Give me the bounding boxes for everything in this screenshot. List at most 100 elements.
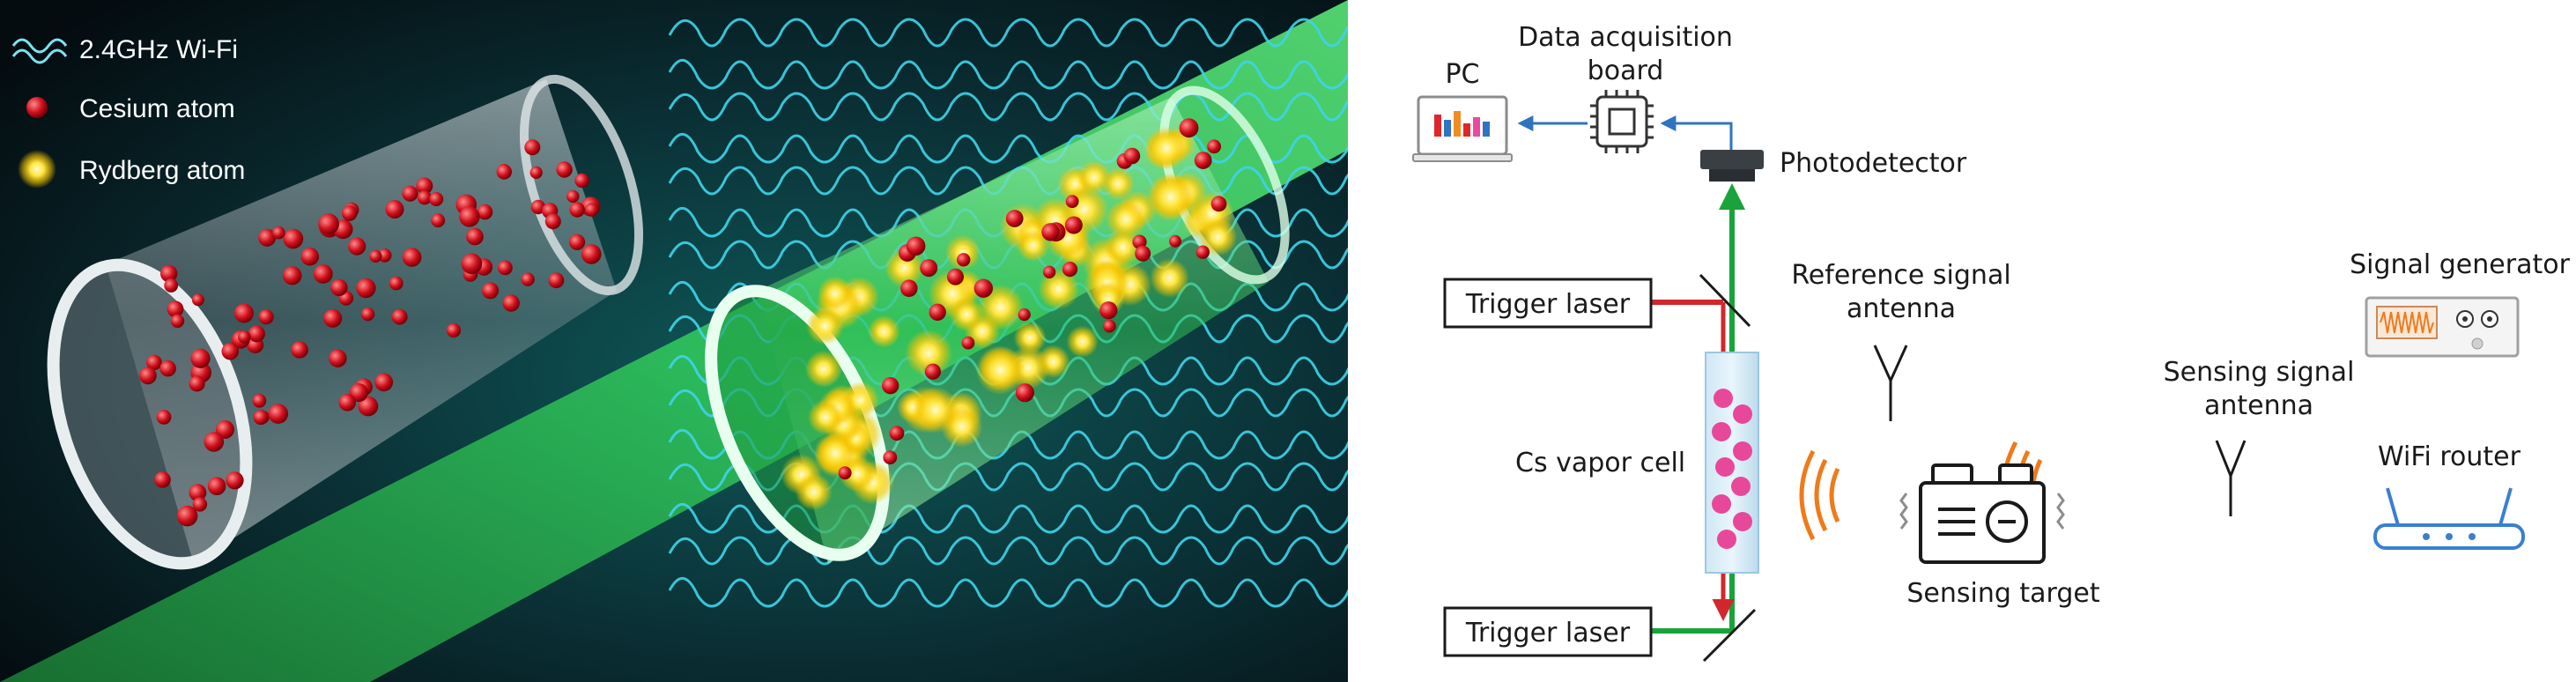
cesium-atom [569, 234, 586, 250]
wifi-router-icon [2373, 487, 2525, 550]
rydberg-atom [944, 234, 981, 271]
daq-chip-icon [1590, 90, 1654, 153]
sensing-antenna-label-line2: antenna [2204, 390, 2313, 421]
cesium-atom [838, 466, 852, 480]
cesium-atom [204, 432, 225, 452]
cesium-atom [283, 266, 302, 285]
signal-generator-icon [2365, 296, 2520, 358]
cesium-atom [574, 173, 589, 189]
cesium-atom [176, 505, 198, 527]
cell-atom [1733, 441, 1752, 461]
legend-wifi-label: 2.4GHz Wi-Fi [79, 35, 238, 64]
cesium-atom [1042, 265, 1056, 278]
wave-icon [11, 38, 68, 64]
illustration-legend: 2.4GHz Wi-Fi Cesium atom Rydberg atom [11, 35, 245, 189]
cesium-atom [323, 308, 343, 328]
cesium-atom [1099, 301, 1118, 320]
cesium-atom [581, 244, 602, 264]
cesium-atom [252, 394, 267, 408]
cesium-atom [466, 227, 484, 246]
cesium-atom [1103, 319, 1116, 333]
pc-label: PC [1445, 59, 1479, 90]
daq-label-line2: board [1588, 56, 1664, 86]
sensing-antenna-label-line1: Sensing signal [2164, 357, 2355, 388]
cesium-atom [238, 330, 251, 344]
cesium-atom [556, 161, 573, 178]
trigger-laser-bottom-box [1443, 606, 1653, 657]
rydberg-atom [818, 276, 853, 312]
reference-antenna-icon [1873, 345, 1908, 421]
cesium-atom [524, 139, 541, 156]
cesium-atom [920, 259, 938, 278]
cesium-atom [356, 278, 376, 299]
cesium-atom [521, 272, 535, 286]
cesium-atom [369, 249, 382, 263]
cesium-atom [1015, 383, 1034, 403]
cesium-atom [374, 373, 394, 392]
cesium-atom [329, 349, 347, 367]
cesium-atom [496, 164, 512, 180]
cesium-atom [584, 203, 599, 217]
trigger-laser-top-label: Trigger laser [1465, 289, 1631, 320]
cesium-atom [1123, 147, 1141, 165]
cesium-atom [459, 206, 480, 227]
cesium-atom [385, 200, 404, 219]
cesium-atom [291, 341, 308, 359]
cell-atom [1712, 422, 1731, 441]
rydberg-atom [839, 455, 876, 493]
laser-beam [0, 0, 1348, 682]
cesium-atom [189, 484, 207, 501]
rydberg-atom [808, 399, 844, 435]
wifi-wave-line [668, 577, 1348, 608]
cesium-atom [1065, 195, 1079, 209]
cesium-atom [1041, 223, 1060, 241]
mirror-top [1699, 273, 1751, 328]
yellow-glow-icon [18, 150, 56, 189]
trigger-laser-bottom-label: Trigger laser [1465, 618, 1631, 649]
signal-generator-label: Signal generator [2350, 249, 2570, 280]
rydberg-atom [1066, 325, 1099, 358]
cell-atom [1715, 457, 1735, 477]
cesium-atom [272, 226, 285, 240]
cesium-atom [341, 205, 358, 221]
cesium-atom [1135, 245, 1151, 262]
cesium-cell-grey [47, 74, 644, 570]
rydberg-atom [868, 315, 900, 348]
cesium-atom [957, 253, 971, 267]
cesium-atom [1210, 196, 1227, 212]
cesium-atom [139, 367, 157, 385]
reference-antenna-label-line2: antenna [1847, 293, 1956, 324]
legend-cesium-label: Cesium atom [79, 94, 235, 123]
cesium-atom [164, 278, 179, 293]
rydberg-atom [795, 473, 833, 511]
cesium-atom [1132, 234, 1147, 249]
cesium-atom [283, 228, 304, 249]
rydberg-atom [804, 350, 842, 388]
cesium-atom [226, 471, 244, 490]
rydberg-atom [949, 297, 984, 332]
cesium-atom [548, 272, 565, 289]
rydberg-atom [905, 330, 952, 377]
cesium-atom [431, 213, 446, 228]
cesium-atom [146, 354, 162, 371]
cesium-atom [330, 278, 348, 297]
rydberg-atom [1146, 173, 1195, 222]
cesium-atom [402, 185, 418, 202]
cesium-atom [192, 497, 208, 512]
cesium-atom [947, 268, 964, 285]
arrow-photodetector-to-daq [1660, 115, 1733, 150]
sensing-target-icon [1919, 463, 2046, 564]
cesium-atom [502, 294, 520, 312]
cesium-atom [253, 410, 269, 426]
sensing-antenna-icon [2215, 440, 2247, 516]
vibration-marks [1899, 493, 2065, 530]
cesium-atom [248, 325, 265, 343]
cesium-atom [358, 396, 379, 417]
cesium-atom [300, 247, 320, 266]
pc-laptop-icon [1412, 95, 1513, 162]
cesium-atom [258, 228, 277, 247]
cesium-atom [1169, 234, 1181, 248]
cesium-atom [883, 450, 898, 465]
wifi-wave-line [668, 536, 1348, 566]
rydberg-atom [975, 345, 1025, 395]
